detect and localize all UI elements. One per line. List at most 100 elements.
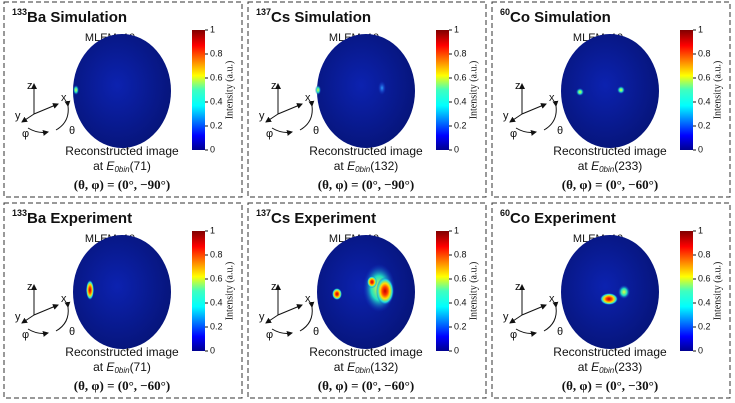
colorbar (192, 30, 205, 150)
title-text: Ba Experiment (27, 210, 132, 227)
bin: (71) (130, 159, 151, 173)
angles: (θ, φ) = (0°, −60°) (562, 177, 658, 192)
panel-title: 60Co Simulation (500, 7, 611, 26)
panel-title: 60Co Experiment (500, 208, 616, 227)
axis-label-z: z (271, 80, 277, 92)
at: at (578, 360, 591, 374)
panel-border (247, 1, 487, 198)
colorbar-tick-label: 0.4 (454, 96, 467, 106)
panel-border (3, 202, 243, 399)
axis-label-x: x (305, 293, 311, 305)
isotope: 133 (12, 208, 27, 218)
colorbar-tick-label: 0.8 (210, 48, 223, 58)
theta-arc (299, 301, 315, 332)
theta-arc (55, 301, 71, 332)
energy-sub: 0bin (599, 366, 615, 375)
title-text: Co Experiment (510, 210, 616, 227)
panel-title: 133Ba Experiment (12, 208, 132, 227)
theta-arc (299, 100, 315, 131)
title-text: Cs Simulation (271, 9, 371, 26)
isotope: 60 (500, 7, 510, 17)
panel: 137Cs SimulationMLEM_10zxyφθ00.20.40.60.… (247, 1, 487, 198)
colorbar-tick-label: 0.6 (454, 72, 467, 82)
axis-label-y: y (503, 311, 509, 323)
energy-sub: 0bin (114, 366, 130, 375)
isotope: 60 (500, 208, 510, 218)
colorbar-tick-label: 0.8 (698, 48, 711, 58)
angles: (θ, φ) = (0°, −90°) (318, 177, 414, 192)
angles: (θ, φ) = (0°, −30°) (562, 378, 658, 393)
axis-y (509, 113, 523, 123)
colorbar-tick-label: 0.8 (698, 249, 711, 259)
reconstructed-image (317, 34, 415, 148)
axis-label-theta: θ (69, 326, 75, 338)
axis-y (265, 113, 279, 123)
colorbar-label: Intensity (a.u.) (224, 262, 235, 321)
hotspot (332, 288, 342, 300)
phi-arc (515, 328, 537, 337)
bin: (233) (614, 159, 642, 173)
energy: E (347, 360, 356, 374)
colorbar-tick-label: 0.4 (210, 297, 223, 307)
energy-caption: at E0bin(132) (334, 360, 399, 375)
axis-label-theta: θ (557, 326, 563, 338)
colorbar-label: Intensity (a.u.) (712, 61, 723, 120)
axis-label-x: x (61, 293, 67, 305)
caption: Reconstructed image (309, 345, 423, 359)
axis-label-z: z (27, 281, 33, 293)
axis-x (521, 304, 547, 316)
hotspot (315, 85, 321, 95)
hotspot (378, 81, 386, 95)
caption: Reconstructed image (309, 144, 423, 158)
theta-arc (543, 100, 559, 131)
at: at (578, 159, 591, 173)
colorbar-tick-label: 0.6 (210, 273, 223, 283)
phi-arc (27, 127, 49, 136)
isotope: 133 (12, 7, 27, 17)
panel: 60Co SimulationMLEM_10zxyφθ00.20.40.60.8… (491, 1, 731, 198)
panel: 133Ba ExperimentMLEM_10zxyφθ00.20.40.60.… (3, 202, 243, 399)
panel-border (247, 202, 487, 399)
axis-y (509, 314, 523, 324)
axis-label-y: y (15, 110, 21, 122)
axis-label-phi: φ (266, 128, 273, 140)
panel-title: 137Cs Experiment (256, 208, 376, 227)
colorbar-tick-label: 0 (698, 345, 703, 355)
colorbar-tick-label: 1 (454, 225, 459, 235)
energy-caption: at E0bin(233) (578, 159, 643, 174)
axis-label-x: x (549, 92, 555, 104)
colorbar (436, 231, 449, 351)
colorbar-tick-label: 0.8 (454, 249, 467, 259)
axis-label-y: y (259, 110, 265, 122)
energy-caption: at E0bin(233) (578, 360, 643, 375)
caption: Reconstructed image (553, 144, 667, 158)
colorbar-tick-label: 0.2 (210, 321, 223, 331)
axis-x (33, 103, 59, 115)
axis-label-theta: θ (69, 125, 75, 137)
angles: (θ, φ) = (0°, −60°) (74, 378, 170, 393)
theta-arc (55, 100, 71, 131)
phi-arc (271, 127, 293, 136)
title-text: Co Simulation (510, 9, 611, 26)
caption: Reconstructed image (65, 345, 179, 359)
axis-label-phi: φ (510, 329, 517, 341)
axis-x (521, 103, 547, 115)
colorbar-label: Intensity (a.u.) (468, 61, 479, 120)
colorbar (436, 30, 449, 150)
colorbar-tick-label: 0 (454, 144, 459, 154)
axis-label-x: x (549, 293, 555, 305)
colorbar-tick-label: 0.4 (210, 96, 223, 106)
energy-caption: at E0bin(71) (93, 360, 151, 375)
colorbar-tick-label: 0.2 (210, 120, 223, 130)
colorbar-tick-label: 1 (698, 225, 703, 235)
axis-label-z: z (271, 281, 277, 293)
axis-label-x: x (61, 92, 67, 104)
colorbar-tick-label: 0.2 (454, 120, 467, 130)
isotope: 137 (256, 7, 271, 17)
axis-label-phi: φ (22, 329, 29, 341)
caption: Reconstructed image (553, 345, 667, 359)
angles: (θ, φ) = (0°, −60°) (318, 378, 414, 393)
bin: (71) (130, 360, 151, 374)
bin: (233) (614, 360, 642, 374)
